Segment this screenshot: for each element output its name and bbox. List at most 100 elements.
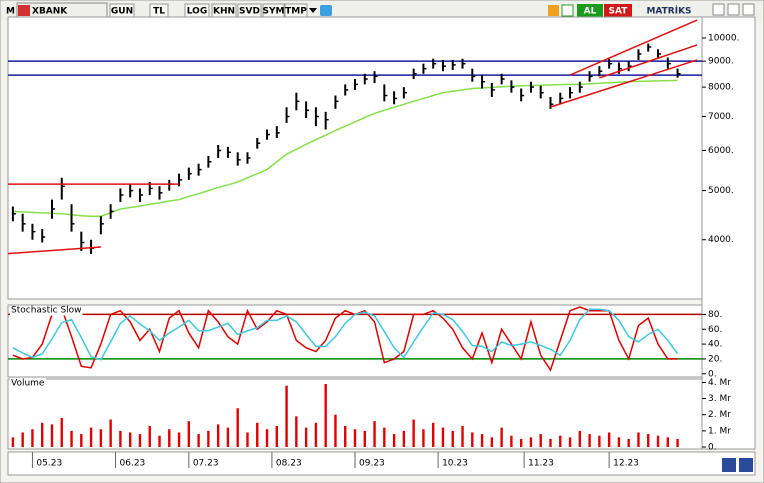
volume-bar [647,434,650,447]
volume-bar [451,430,454,447]
panel-plot [8,19,702,255]
volume-bar [119,430,122,447]
x-tick-label: 08.23 [276,459,302,469]
volume-bar [70,430,73,447]
volume-bar [314,422,318,447]
y-tick-label: 5000. [708,186,734,196]
zoom-button[interactable] [722,458,736,472]
volume-bar [676,438,679,447]
maximize[interactable] [727,3,740,16]
panel-title-bg [10,305,83,316]
volume-bar [285,385,288,447]
volume-bar [353,429,357,447]
close[interactable] [742,3,755,16]
volume-bar [334,414,337,447]
toolbar-button-label[interactable]: GUN [111,7,133,17]
volume-bar [226,427,230,447]
toolbar-button-label[interactable]: TL [153,7,165,17]
x-tick-label: 05.23 [36,459,62,469]
toolbar: M XBANK GUN TL LOG KHN SVD SYM TMP AL SAT MATR… [1,1,763,20]
c-icon[interactable] [561,4,574,17]
volume-bar [168,429,171,447]
y-tick-label: 40. [708,340,722,350]
x-tick-label: 09.23 [359,459,385,469]
sell-button[interactable] [604,4,632,17]
stochastic-panel [7,304,703,378]
volume-bar [392,434,396,447]
volume-bar [490,437,494,447]
volume-bar [607,432,611,447]
menu[interactable]: M [6,7,15,17]
y-tick-label: 3. Mr [708,394,731,404]
volume-bar [441,427,445,447]
volume-bar [99,429,103,447]
sell-label[interactable]: SAT [609,7,629,17]
volume-bar [31,429,34,447]
tool-icon[interactable] [548,5,559,16]
volume-bar [236,408,239,447]
volume-bar [363,430,366,447]
volume-bar [598,435,601,447]
oscillator-line [12,308,679,361]
volume-bar [373,421,376,447]
volume-bar [89,427,93,447]
toolbar-button-label[interactable]: TMP [285,7,307,17]
y-tick-label: 20. [708,354,722,364]
volume-bar [402,430,406,447]
minimize[interactable] [712,3,725,16]
dropdown-arrow[interactable] [309,8,317,13]
panel-plot [11,384,679,447]
axis-panel [701,16,756,450]
buy-label[interactable]: AL [584,7,597,17]
toolbar-button-label[interactable]: SYM [263,7,285,17]
volume-bar [295,416,298,447]
x-tick-label: 06.23 [120,459,146,469]
volume-bar [265,429,269,447]
toolbar-buttons: GUN TL LOG KHN SVD SYM TMP [109,3,308,18]
volume-bar [529,437,533,447]
volume-bar [109,419,112,447]
volume-bar [177,432,181,447]
volume-bar [148,426,151,447]
volume-bar [412,419,415,447]
trend-line [8,246,101,255]
oscillator-line [12,306,678,372]
toolbar-button-label[interactable]: SVD [239,7,260,17]
trend-line [569,19,698,76]
moving-average [12,79,678,218]
volume-bar [324,384,327,447]
y-tick-label: 4. Mr [708,378,731,388]
trend-line [599,44,698,79]
panel-plot [8,306,702,372]
twitter-icon[interactable] [320,5,332,16]
volume-bar [578,430,582,447]
y-tick-label: 10000. [708,33,740,43]
volume-bar [207,430,210,447]
toolbar-button-label[interactable]: KHN [213,7,235,17]
volume-bar [246,432,249,447]
trend-line [550,59,698,108]
x-tick-label: 10.23 [442,459,468,469]
y-tick-label: 9000. [708,57,734,67]
volume-bar [656,435,660,447]
volume-bar [11,437,15,447]
volume-bar [383,427,386,447]
symbol[interactable]: XBANK [32,7,68,17]
volume-bar [431,422,435,447]
toolbar-button-label[interactable]: LOG [187,7,207,17]
volume-bar [256,422,259,447]
volume-bar [187,421,191,447]
volume-bar [304,427,308,447]
y-tick-label: 4000. [708,235,734,245]
price-panel [7,16,703,300]
volume-bar [539,434,542,447]
volume-bar [275,426,279,447]
x-tick-label: 07.23 [193,459,219,469]
zoom-button[interactable] [739,458,753,472]
volume-bar [568,437,572,447]
volume-bar [422,429,425,447]
x-tick-label: 11.23 [528,459,554,469]
buy-button[interactable] [577,4,603,17]
volume-bar [480,434,484,447]
